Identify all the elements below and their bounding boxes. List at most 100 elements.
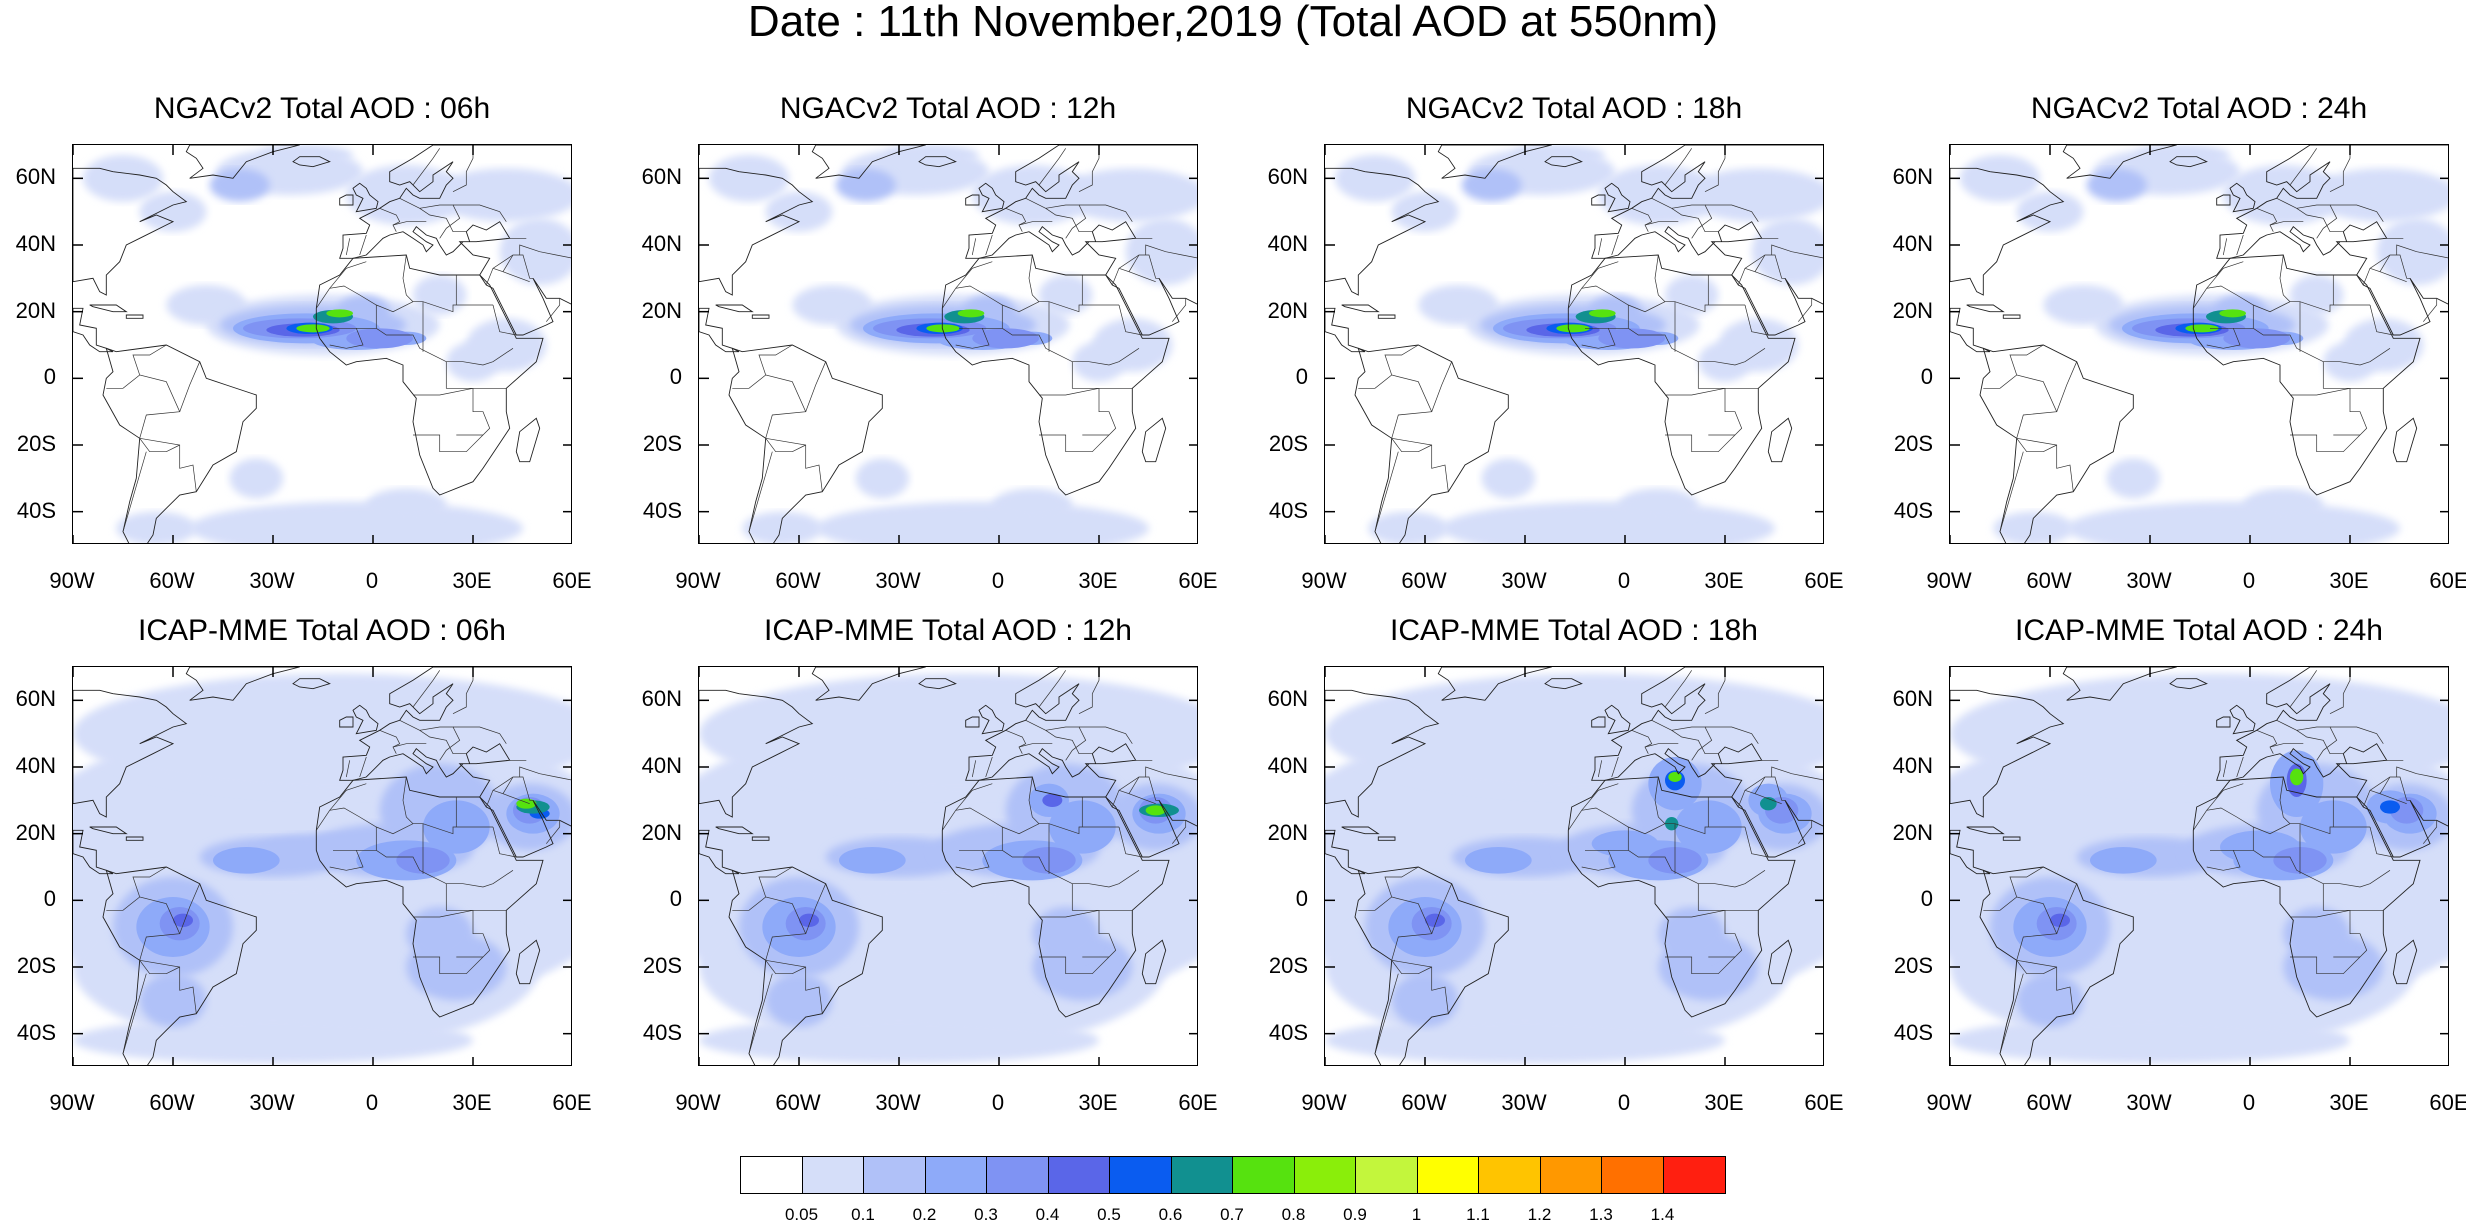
latitude-label: 60N — [15, 686, 56, 712]
longitude-label: 30W — [249, 568, 295, 593]
latitude-label: 20S — [16, 953, 56, 978]
longitude-label: 30W — [2126, 1090, 2172, 1115]
latitude-label: 40N — [1892, 753, 1933, 778]
panel-title: ICAP-MME Total AOD : 24h — [2015, 614, 2383, 647]
map-panel: ICAP-MME Total AOD : 12h 60N 40N 20N 0 20S 40S… — [642, 616, 1218, 1114]
panel-title: ICAP-MME Total AOD : 12h — [764, 614, 1132, 647]
coastlines — [1325, 667, 1823, 1065]
latitude-label: 40N — [15, 753, 56, 778]
colorbar-tick-label: 0.6 — [1158, 1205, 1183, 1224]
colorbar-swatch — [802, 1157, 864, 1193]
latitude-label: 40S — [642, 497, 682, 523]
coastlines — [699, 145, 1197, 543]
colorbar-tick-label: 0.9 — [1343, 1205, 1367, 1224]
coastlines — [1325, 145, 1823, 543]
latitude-label: 60N — [1892, 686, 1933, 712]
latitude-label: 20N — [641, 819, 682, 845]
longitude-label: 60E — [1178, 1090, 1218, 1115]
colorbar-swatch — [1110, 1157, 1172, 1193]
longitude-label: 90W — [49, 568, 95, 593]
longitude-label: 60W — [775, 568, 821, 593]
latitude-label: 20N — [1267, 819, 1308, 845]
map-panel: NGACv2 Total AOD : 12h 60N 40N 20N 0 20S 40S 90… — [642, 94, 1218, 592]
coastlines — [73, 667, 571, 1065]
latitude-label: 40S — [642, 1019, 682, 1045]
longitude-label: 30W — [875, 568, 921, 593]
latitude-label: 40N — [1892, 231, 1933, 256]
map-frame — [72, 144, 572, 544]
colorbar-tick-label: 1.2 — [1527, 1205, 1552, 1224]
panel-title: NGACv2 Total AOD : 06h — [153, 92, 491, 125]
latitude-label: 60N — [15, 164, 56, 190]
longitude-label: 0 — [1617, 1090, 1631, 1115]
panel-title: NGACv2 Total AOD : 12h — [779, 92, 1117, 125]
aod-field-map — [1325, 145, 1823, 543]
latitude-label: 40N — [641, 231, 682, 256]
latitude-label: 40S — [1268, 1019, 1308, 1045]
latitude-label: 0 — [669, 364, 682, 390]
latitude-label: 20N — [1892, 297, 1933, 323]
colorbar-tick-label: 0.5 — [1097, 1205, 1121, 1224]
map-frame — [698, 144, 1198, 544]
longitude-label: 60E — [1178, 568, 1218, 593]
colorbar-swatch — [925, 1157, 987, 1193]
colorbar-swatch — [1171, 1157, 1233, 1193]
colorbar-swatch — [1540, 1157, 1602, 1193]
colorbar-swatch — [1233, 1157, 1295, 1193]
colorbar-swatch — [1663, 1157, 1725, 1193]
map-frame — [1949, 666, 2449, 1066]
latitude-label: 0 — [1920, 886, 1933, 912]
axis-ticks — [1325, 145, 1823, 543]
latitude-label: 20N — [15, 819, 56, 845]
coastlines — [73, 145, 571, 543]
longitude-label: 60W — [1401, 568, 1447, 593]
aod-shading — [699, 673, 1197, 1064]
latitude-label: 20N — [1892, 819, 1933, 845]
aod-field-map — [1325, 667, 1823, 1065]
aod-shading — [1960, 145, 2448, 543]
longitude-label: 30E — [1704, 568, 1744, 593]
coastlines — [1950, 145, 2448, 543]
colorbar-swatch — [1356, 1157, 1418, 1193]
latitude-label: 0 — [43, 886, 56, 912]
aod-shading — [709, 145, 1197, 543]
longitude-label: 30W — [1501, 568, 1547, 593]
latitude-label: 40N — [1267, 753, 1308, 778]
aod-shading — [73, 673, 571, 1064]
coastlines — [699, 667, 1197, 1065]
panel-title: ICAP-MME Total AOD : 06h — [138, 614, 506, 647]
latitude-label: 20S — [642, 953, 682, 978]
colorbar-tick-label: 0.3 — [974, 1205, 998, 1224]
colorbar-tick-label: 0.8 — [1281, 1205, 1306, 1224]
map-panel: NGACv2 Total AOD : 24h 60N 40N 20N 0 20S 40S 90… — [1893, 94, 2466, 592]
map-panel: ICAP-MME Total AOD : 24h 60N 40N 20N 0 20S 40S… — [1893, 616, 2466, 1114]
latitude-label: 40S — [16, 1019, 56, 1045]
aod-field-map — [73, 145, 571, 543]
longitude-label: 90W — [49, 1090, 95, 1115]
latitude-label: 60N — [1892, 164, 1933, 190]
colorbar-tick-label: 0.7 — [1220, 1205, 1244, 1224]
aod-shading — [1950, 673, 2448, 1064]
latitude-label: 60N — [641, 164, 682, 190]
longitude-label: 30W — [249, 1090, 295, 1115]
colorbar-swatch — [1479, 1157, 1541, 1193]
longitude-label: 60W — [1401, 1090, 1447, 1115]
latitude-label: 0 — [1295, 364, 1308, 390]
colorbar-swatch — [864, 1157, 926, 1193]
latitude-label: 20S — [1268, 431, 1308, 456]
longitude-label: 0 — [365, 568, 379, 593]
colorbar-swatch — [741, 1157, 803, 1193]
main-title: Date : 11th November,2019 (Total AOD at … — [747, 0, 1719, 46]
colorbar-tick-label: 1.4 — [1650, 1205, 1675, 1224]
longitude-label: 60W — [2026, 568, 2072, 593]
axis-ticks — [1950, 145, 2448, 543]
colorbar-swatch — [1417, 1157, 1479, 1193]
latitude-label: 20S — [16, 431, 56, 456]
latitude-label: 20S — [1893, 431, 1933, 456]
latitude-label: 20S — [1268, 953, 1308, 978]
axis-ticks — [1950, 667, 2448, 1065]
longitude-label: 60W — [149, 568, 195, 593]
latitude-label: 20S — [1893, 953, 1933, 978]
latitude-label: 40S — [16, 497, 56, 523]
longitude-label: 90W — [1926, 1090, 1972, 1115]
